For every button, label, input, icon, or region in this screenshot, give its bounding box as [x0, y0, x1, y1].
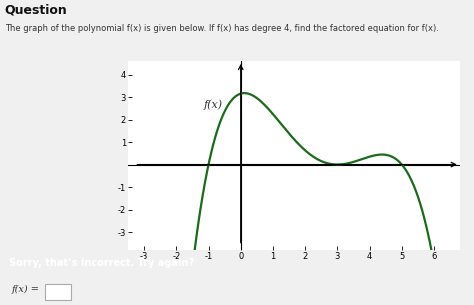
Text: The graph of the polynomial f(x) is given below. If f(x) has degree 4, find the : The graph of the polynomial f(x) is give…: [5, 24, 438, 33]
FancyBboxPatch shape: [45, 284, 71, 300]
Text: Question: Question: [5, 3, 67, 16]
Text: f(x) =: f(x) =: [12, 285, 40, 294]
Text: f(x): f(x): [204, 100, 223, 110]
Text: Sorry, that’s incorrect. Try again?: Sorry, that’s incorrect. Try again?: [9, 258, 194, 268]
